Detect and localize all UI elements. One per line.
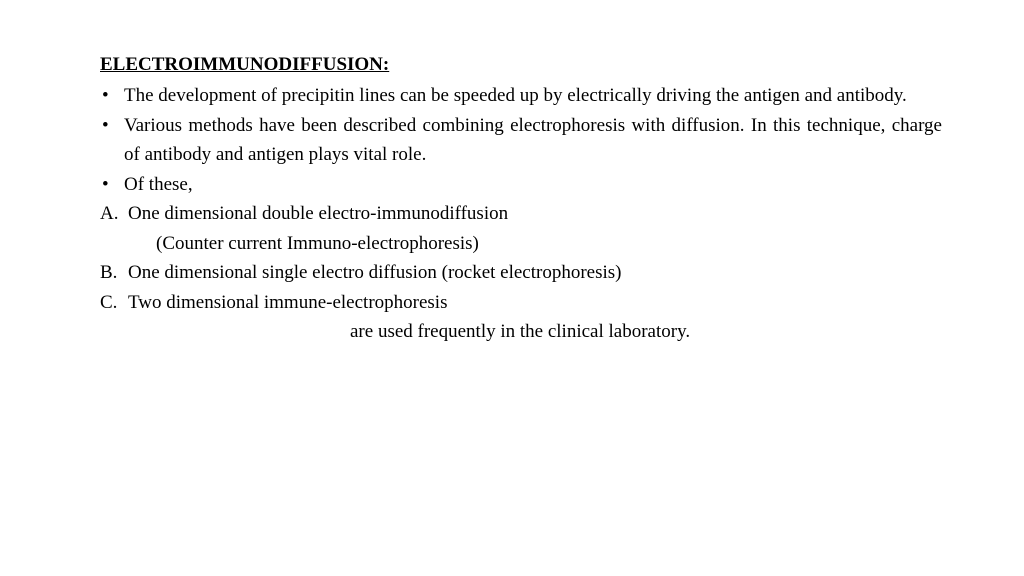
- section-title: ELECTROIMMUNODIFFUSION:: [100, 50, 944, 79]
- bullet-item: • Various methods have been described co…: [100, 111, 944, 170]
- list-label: A.: [100, 199, 128, 228]
- list-subtext: (Counter current Immuno-electrophoresis): [100, 229, 944, 258]
- bullet-text: The development of precipitin lines can …: [124, 81, 942, 110]
- bullet-item: • Of these,: [100, 170, 944, 199]
- bullet-text: Various methods have been described comb…: [124, 111, 942, 170]
- bullet-marker: •: [102, 81, 124, 110]
- list-text: One dimensional single electro diffusion…: [128, 258, 944, 287]
- list-text: One dimensional double electro-immunodif…: [128, 199, 944, 228]
- list-text: Two dimensional immune-electrophoresis: [128, 288, 944, 317]
- list-item-b: B. One dimensional single electro diffus…: [100, 258, 944, 287]
- list-label: C.: [100, 288, 128, 317]
- bullet-text: Of these,: [124, 170, 942, 199]
- bullet-marker: •: [102, 111, 124, 170]
- list-item-a: A. One dimensional double electro-immuno…: [100, 199, 944, 228]
- bullet-marker: •: [102, 170, 124, 199]
- bullet-item: • The development of precipitin lines ca…: [100, 81, 944, 110]
- list-item-c: C. Two dimensional immune-electrophoresi…: [100, 288, 944, 317]
- list-label: B.: [100, 258, 128, 287]
- closing-text: are used frequently in the clinical labo…: [100, 317, 944, 346]
